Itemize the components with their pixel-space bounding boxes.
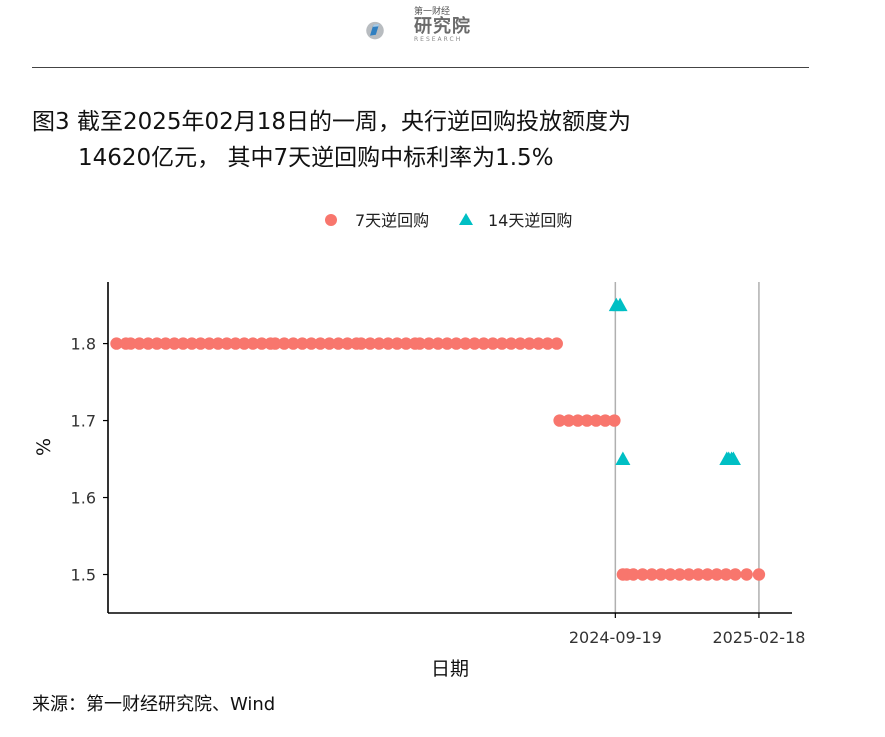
y-tick-label: 1.7 bbox=[71, 412, 96, 431]
point-7d bbox=[341, 337, 354, 350]
point-7d bbox=[664, 568, 677, 581]
point-7d bbox=[211, 337, 225, 350]
point-7d bbox=[477, 337, 490, 350]
logo-small-text: 第一财经 bbox=[414, 7, 451, 17]
point-7d bbox=[305, 337, 318, 350]
chart-legend: 7天逆回购 14天逆回购 bbox=[325, 211, 572, 230]
legend-marker-14d bbox=[459, 213, 473, 225]
logo-text: 第一财经 研究院 RESEARCH bbox=[414, 8, 471, 43]
point-7d bbox=[673, 568, 686, 581]
point-7d bbox=[194, 337, 207, 350]
point-7d bbox=[440, 337, 454, 350]
point-7d bbox=[246, 337, 260, 350]
y-tick-label: 1.8 bbox=[71, 335, 96, 354]
point-7d bbox=[354, 337, 368, 350]
point-7d bbox=[390, 337, 404, 350]
point-7d bbox=[203, 337, 216, 350]
point-7d bbox=[636, 568, 649, 581]
point-7d bbox=[229, 337, 242, 350]
point-7d bbox=[550, 337, 563, 350]
point-7d bbox=[159, 337, 172, 350]
point-7d bbox=[468, 337, 481, 350]
point-7d bbox=[571, 414, 585, 427]
point-7d bbox=[133, 337, 146, 350]
point-7d bbox=[220, 337, 234, 350]
point-7d bbox=[332, 337, 345, 350]
point-7d bbox=[413, 337, 426, 350]
point-7d bbox=[589, 414, 603, 427]
y-axis-title: % bbox=[33, 438, 55, 456]
point-7d bbox=[168, 337, 181, 350]
legend-label-7d: 7天逆回购 bbox=[355, 211, 429, 230]
figure-title-line-2: 14620亿元， 其中7天逆回购中标利率为1.5% bbox=[78, 145, 554, 171]
point-7d bbox=[255, 337, 268, 350]
point-7d bbox=[514, 337, 527, 350]
point-14d bbox=[725, 451, 741, 466]
point-7d bbox=[238, 337, 251, 350]
point-7d bbox=[269, 337, 282, 350]
point-7d bbox=[450, 337, 463, 350]
point-7d bbox=[504, 337, 518, 350]
point-7d bbox=[682, 568, 696, 581]
point-14d bbox=[615, 451, 631, 466]
point-7d bbox=[654, 568, 668, 581]
point-7d bbox=[580, 414, 594, 427]
point-7d bbox=[287, 337, 300, 350]
legend-marker-7d bbox=[325, 214, 337, 226]
point-7d bbox=[459, 337, 472, 350]
point-7d bbox=[608, 414, 621, 427]
point-7d bbox=[314, 337, 327, 350]
point-7d bbox=[752, 568, 766, 581]
point-7d bbox=[692, 568, 705, 581]
point-7d bbox=[523, 337, 536, 350]
point-7d bbox=[399, 337, 413, 350]
x-axis-title: 日期 bbox=[431, 658, 469, 680]
x-tick-label: 2024-09-19 bbox=[569, 628, 662, 647]
point-7d bbox=[740, 568, 753, 581]
logo-english-text: RESEARCH bbox=[414, 36, 463, 43]
figure-title: 图3 截至2025年02月18日的一周，央行逆回购投放额度为 14620亿元， … bbox=[32, 104, 812, 176]
point-7d bbox=[381, 337, 395, 350]
y-tick-label: 1.6 bbox=[71, 489, 96, 508]
point-7d bbox=[562, 414, 575, 427]
point-7d bbox=[532, 337, 545, 350]
y-tick-label: 1.5 bbox=[71, 566, 96, 585]
point-7d bbox=[363, 337, 377, 350]
point-7d bbox=[141, 337, 155, 350]
figure-title-line-1: 图3 截至2025年02月18日的一周，央行逆回购投放额度为 bbox=[32, 109, 632, 135]
point-7d bbox=[150, 337, 164, 350]
point-7d bbox=[729, 568, 742, 581]
point-7d bbox=[185, 337, 199, 350]
point-7d bbox=[278, 337, 291, 350]
header-divider bbox=[32, 67, 809, 68]
point-7d bbox=[495, 337, 509, 350]
point-7d bbox=[599, 414, 612, 427]
point-7d bbox=[645, 568, 659, 581]
point-7d bbox=[710, 568, 723, 581]
logo-big-text: 研究院 bbox=[414, 16, 471, 37]
point-7d bbox=[431, 337, 445, 350]
point-7d bbox=[110, 337, 123, 350]
point-7d bbox=[701, 568, 714, 581]
point-7d bbox=[422, 337, 436, 350]
point-7d bbox=[296, 337, 309, 350]
point-7d bbox=[719, 568, 733, 581]
point-7d bbox=[486, 337, 500, 350]
point-7d bbox=[124, 337, 137, 350]
source-note: 来源：第一财经研究院、Wind bbox=[32, 694, 276, 715]
point-7d bbox=[372, 337, 386, 350]
x-tick-label: 2025-02-18 bbox=[712, 628, 805, 647]
point-7d bbox=[627, 568, 640, 581]
point-7d bbox=[541, 337, 554, 350]
point-7d bbox=[176, 337, 190, 350]
point-7d bbox=[553, 414, 566, 427]
point-14d bbox=[612, 297, 628, 312]
point-7d bbox=[323, 337, 336, 350]
legend-label-14d: 14天逆回购 bbox=[488, 211, 572, 230]
research-logo bbox=[366, 21, 384, 40]
